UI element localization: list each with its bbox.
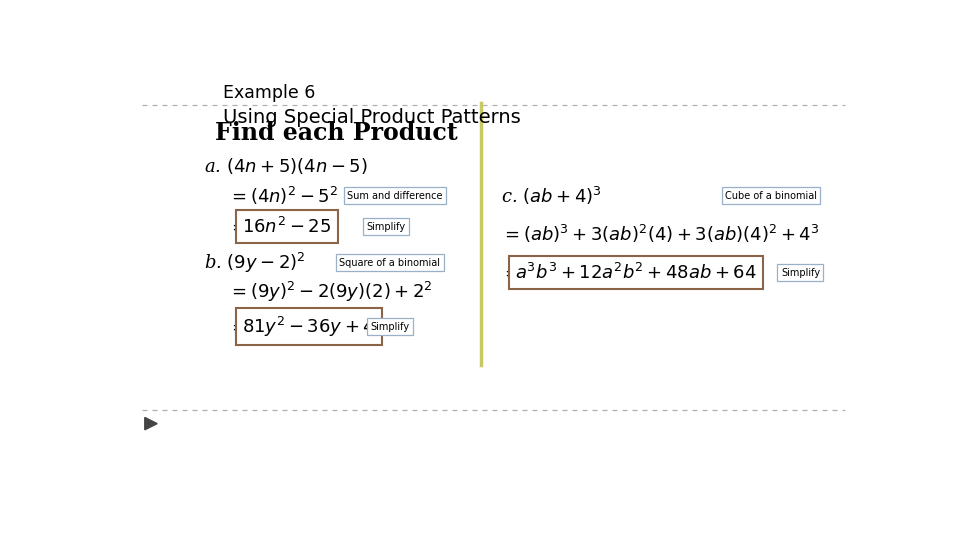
Text: Cube of a binomial: Cube of a binomial [725,191,817,201]
Text: Sum and difference: Sum and difference [348,191,443,201]
Text: $81y^2 - 36y + 4$: $81y^2 - 36y + 4$ [243,314,375,339]
Text: $= (ab)^3 + 3(ab)^2(4) + 3(ab)(4)^2 + 4^3$: $= (ab)^3 + 3(ab)^2(4) + 3(ab)(4)^2 + 4^… [501,223,820,245]
Text: Using Special Product Patterns: Using Special Product Patterns [223,107,521,127]
Text: $= (4n)^2 - 5^2$: $= (4n)^2 - 5^2$ [228,185,339,207]
Text: $16n^2 - 25$: $16n^2 - 25$ [243,217,331,237]
Text: Simplify: Simplify [367,221,405,232]
Text: $=$: $=$ [228,218,247,235]
Text: $a^3b^3 + 12a^2b^2 + 48ab + 64$: $a^3b^3 + 12a^2b^2 + 48ab + 64$ [516,262,757,283]
Text: Example 6: Example 6 [223,84,316,102]
Polygon shape [145,417,157,430]
Text: c. $(ab + 4)^3$: c. $(ab + 4)^3$ [501,185,602,207]
Text: Square of a binomial: Square of a binomial [339,258,441,268]
Text: $=$: $=$ [501,264,520,282]
Text: a. $(4n + 5)(4n - 5)$: a. $(4n + 5)(4n - 5)$ [204,157,368,177]
Text: Simplify: Simplify [371,322,409,332]
Text: $= (9y)^2 - 2(9y)(2) + 2^2$: $= (9y)^2 - 2(9y)(2) + 2^2$ [228,280,433,304]
Text: Simplify: Simplify [780,268,820,278]
Text: Find each Product: Find each Product [214,120,457,145]
Text: $=$: $=$ [228,318,247,335]
Text: b. $(9y - 2)^2$: b. $(9y - 2)^2$ [204,251,305,275]
